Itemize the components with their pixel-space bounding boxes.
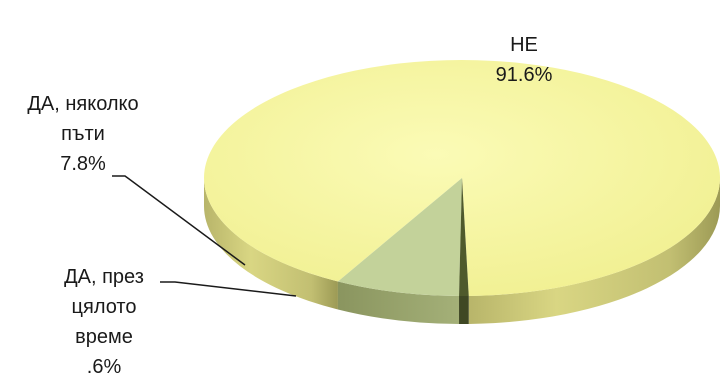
pie-side-all-time: [459, 295, 469, 324]
slice-value-all-time: .6%: [87, 356, 122, 378]
slice-label-several-times-line2: пъти: [61, 123, 105, 145]
slice-value-several-times: 7.8%: [60, 153, 106, 175]
pie-slice-several-times: [337, 178, 462, 296]
pie-side-ne: [468, 178, 720, 324]
pie-slice-ne: [204, 60, 721, 296]
leader-line-all-time: [160, 281, 297, 297]
slice-label-all-time-line3: време: [75, 326, 133, 348]
slice-value-ne: 91.6%: [496, 64, 553, 86]
slice-label-all-time-line2: цялото: [72, 296, 137, 318]
slice-label-ne: НЕ: [510, 34, 538, 56]
pie-sides: [204, 178, 720, 324]
slice-label-several-times-line1: ДА, няколко: [27, 93, 138, 115]
pie-slice-all-time: [459, 178, 469, 296]
pie-side-ne: [204, 178, 338, 310]
pie-side-several-times: [337, 281, 460, 324]
leader-line-several-times: [112, 175, 246, 266]
slice-label-all-time-line1: ДА, през: [64, 266, 144, 288]
pie-tops: [204, 60, 721, 296]
